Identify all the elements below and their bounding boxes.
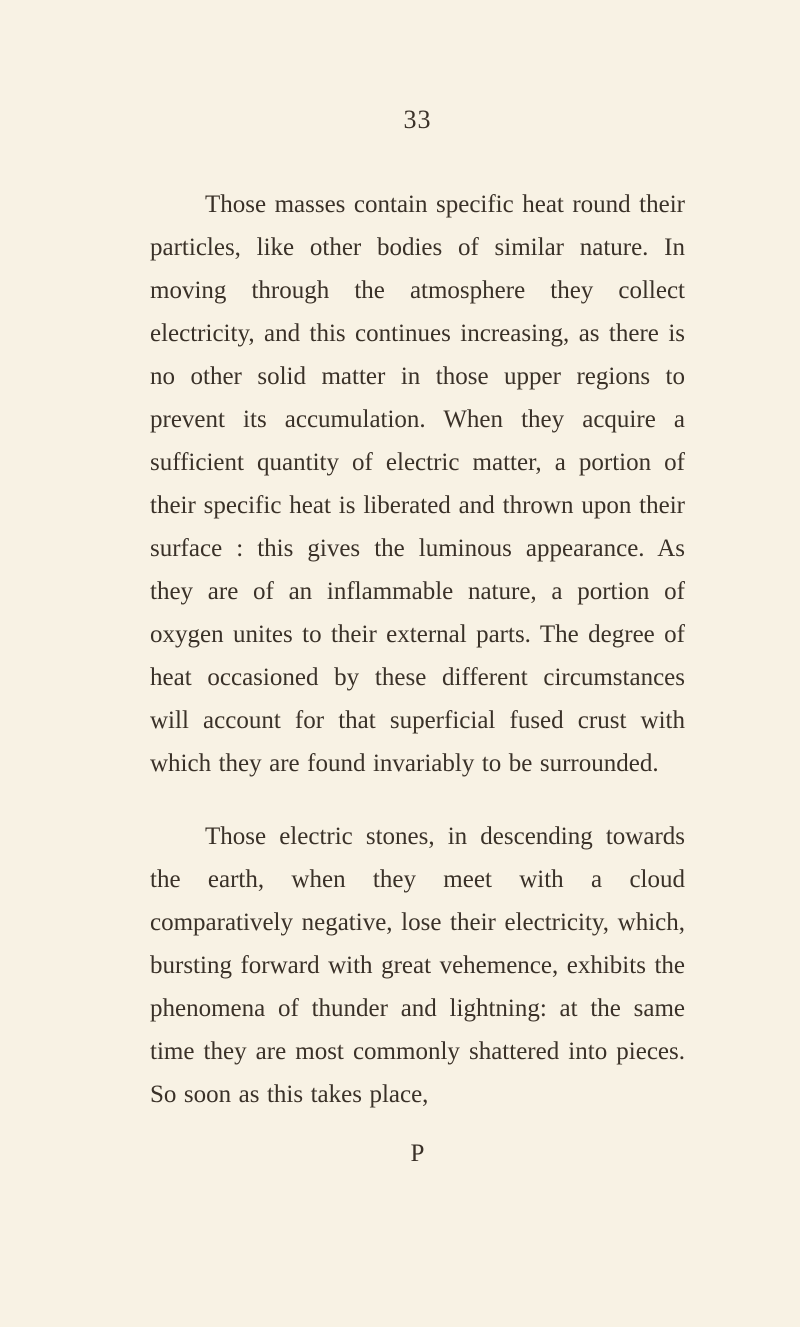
body-paragraph-1: Those masses contain specific heat round…: [150, 183, 685, 785]
page-number: 33: [150, 105, 685, 135]
signature-mark: P: [150, 1140, 685, 1168]
body-paragraph-2: Those electric stones, in descending tow…: [150, 815, 685, 1116]
page-container: 33 Those masses contain specific heat ro…: [0, 0, 800, 1327]
